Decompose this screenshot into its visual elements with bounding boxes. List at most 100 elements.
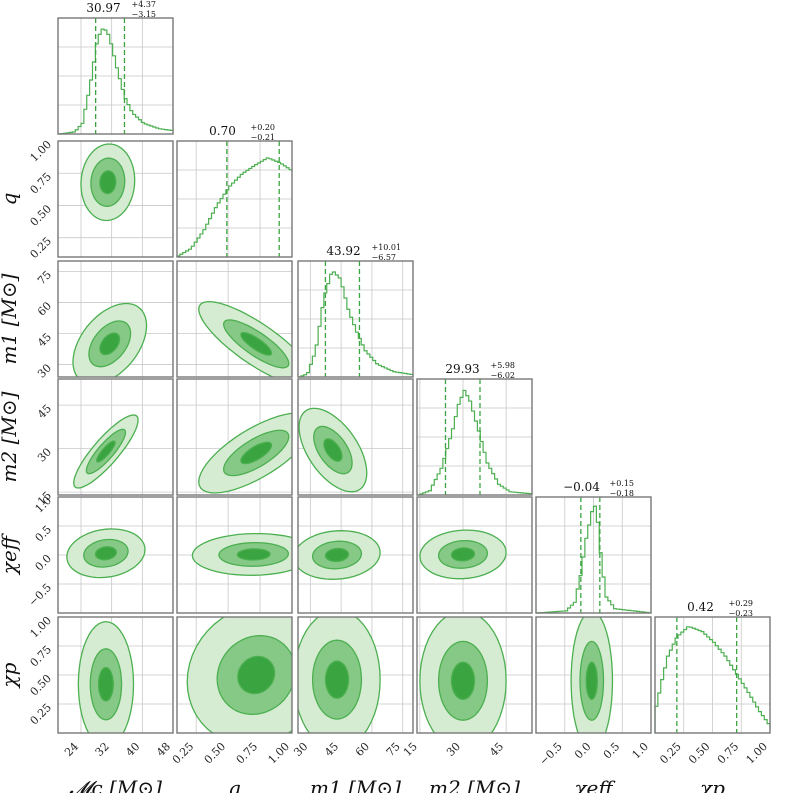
hist-line-m1 bbox=[298, 271, 414, 378]
y-tick-label: 45 bbox=[35, 402, 54, 421]
y-axis-label-chi_p: χp bbox=[0, 662, 21, 689]
x-axis-label-m1: m1 [M⊙] bbox=[310, 776, 401, 793]
stat-title-chi_p: 0.42 bbox=[687, 600, 714, 614]
contours bbox=[298, 530, 381, 580]
panel-frame bbox=[176, 140, 293, 258]
stat-plus-m1: +10.01 bbox=[372, 243, 402, 252]
x-tick-label: 24 bbox=[62, 740, 81, 759]
panel-frame bbox=[654, 616, 771, 734]
x-tick-label: 30 bbox=[291, 740, 310, 759]
density-panel-m2-Mc bbox=[57, 378, 174, 496]
contours bbox=[186, 617, 292, 733]
density-panel-chi_p-m2 bbox=[416, 616, 533, 734]
panel-frame bbox=[416, 496, 533, 614]
x-axis-label-m2: m2 [M⊙] bbox=[429, 776, 520, 793]
hist-panel-chi_p: 0.42 +0.29−0.23 bbox=[654, 599, 771, 734]
density-panel-chi_eff-m1 bbox=[297, 496, 414, 614]
hist-panel-Mc: 30.97 +4.37−3.15 bbox=[57, 0, 174, 135]
x-tick-label: 60 bbox=[353, 740, 372, 759]
x-tick-label: 0.25 bbox=[170, 740, 197, 767]
stat-plus-m2: +5.98 bbox=[491, 361, 516, 370]
stat-title-Mc: 30.97 bbox=[86, 1, 120, 15]
stat-minus-m2: −6.02 bbox=[491, 371, 516, 380]
x-tick-label: 40 bbox=[123, 740, 142, 759]
hist-line-chi_p bbox=[654, 626, 771, 733]
contour-inner bbox=[97, 666, 114, 702]
y-tick-label: 1.00 bbox=[28, 614, 55, 641]
contours bbox=[298, 407, 368, 493]
y-tick-label: 1.00 bbox=[28, 138, 55, 165]
y-axis-label-m1: m1 [M⊙] bbox=[0, 273, 21, 364]
contours bbox=[72, 302, 148, 377]
stat-title-m1: 43.92 bbox=[326, 244, 360, 258]
y-tick-label: 0.25 bbox=[28, 235, 55, 262]
hist-panel-m2: 29.93 +5.98−6.02 bbox=[416, 361, 533, 496]
contour-inner bbox=[236, 548, 271, 561]
y-tick-label: 75 bbox=[35, 268, 54, 287]
contour-inner bbox=[99, 332, 121, 356]
hist-line-q bbox=[176, 157, 293, 257]
y-tick-label: 0.50 bbox=[28, 672, 55, 699]
y-axis-label-q: q bbox=[0, 193, 21, 206]
stat-minus-chi_eff: −0.18 bbox=[610, 489, 635, 498]
x-tick-label: 32 bbox=[93, 740, 112, 759]
contour-inner bbox=[324, 660, 350, 699]
density-panel-chi_p-chi_eff bbox=[535, 616, 652, 734]
x-axis-label-chi_p: χp bbox=[698, 776, 725, 793]
contour-inner bbox=[324, 547, 350, 563]
y-axis-label-chi_eff: χeff bbox=[0, 532, 21, 576]
contour-inner bbox=[240, 441, 273, 465]
panel-frame bbox=[176, 378, 293, 496]
density-panel-chi_eff-m2 bbox=[416, 496, 533, 614]
x-tick-label: 1.00 bbox=[744, 740, 771, 767]
density-panel-m2-q bbox=[176, 378, 293, 496]
contours bbox=[198, 300, 292, 377]
x-tick-label: 0.50 bbox=[202, 740, 229, 767]
panel-frame bbox=[57, 260, 174, 378]
contour-inner bbox=[450, 661, 476, 701]
contour-inner bbox=[450, 547, 476, 562]
y-tick-label: 0.25 bbox=[28, 701, 55, 728]
contour-inner bbox=[237, 655, 276, 695]
y-tick-label: 0.0 bbox=[33, 552, 55, 574]
density-panel-m1-Mc bbox=[57, 260, 174, 378]
hist-panel-chi_eff: −0.04 +0.15−0.18 bbox=[535, 479, 652, 614]
panel-frame bbox=[57, 378, 174, 496]
panel-frame bbox=[297, 496, 414, 614]
y-tick-label: 60 bbox=[35, 299, 54, 318]
contour-inner bbox=[96, 440, 116, 463]
x-tick-label: 45 bbox=[487, 740, 506, 759]
y-axis-label-m2: m2 [M⊙] bbox=[0, 391, 21, 482]
panel-frame bbox=[57, 496, 174, 614]
x-tick-label: 1.00 bbox=[266, 740, 293, 767]
contours bbox=[73, 414, 139, 489]
panel-frame bbox=[176, 616, 293, 734]
stat-minus-Mc: −3.15 bbox=[132, 10, 157, 19]
x-tick-label: 1.0 bbox=[630, 740, 652, 762]
y-tick-label: 0.50 bbox=[28, 202, 55, 229]
contours bbox=[80, 143, 136, 222]
stat-title-m2: 29.93 bbox=[445, 362, 479, 376]
stat-plus-Mc: +4.37 bbox=[132, 0, 157, 9]
y-tick-label: 30 bbox=[35, 362, 54, 381]
panel-frame bbox=[176, 496, 293, 614]
density-panel-m1-q bbox=[176, 260, 293, 378]
x-axis-label-q: q bbox=[228, 776, 241, 793]
y-tick-label: 30 bbox=[35, 446, 54, 465]
x-tick-label: 0.75 bbox=[715, 740, 742, 767]
contours bbox=[198, 412, 292, 494]
x-tick-label: 45 bbox=[322, 740, 341, 759]
density-panel-q-Mc bbox=[57, 140, 174, 258]
panel-frame bbox=[57, 616, 174, 734]
x-tick-label: −0.5 bbox=[537, 740, 565, 768]
hist-line-chi_eff bbox=[536, 505, 652, 614]
contour-inner bbox=[240, 331, 273, 356]
panel-frame bbox=[535, 616, 652, 734]
contours bbox=[419, 529, 507, 580]
stat-title-chi_eff: −0.04 bbox=[563, 480, 600, 494]
stat-title-q: 0.70 bbox=[209, 124, 236, 138]
x-tick-label: 0.5 bbox=[601, 740, 623, 762]
contours bbox=[66, 528, 146, 579]
contour-inner bbox=[94, 546, 117, 561]
